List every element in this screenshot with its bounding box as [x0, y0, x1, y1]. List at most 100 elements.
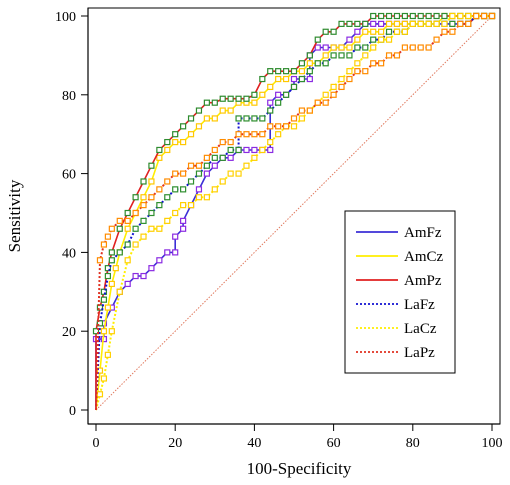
data-point — [282, 68, 290, 75]
data-point — [433, 36, 440, 43]
axis-ticks: 0 20 40 60 80 100 0 20 40 60 80 100 — [55, 10, 503, 451]
y-tick-label: 80 — [62, 89, 76, 104]
data-point — [378, 28, 385, 35]
data-point — [180, 138, 187, 146]
data-point — [96, 320, 104, 327]
y-tick-label: 40 — [62, 246, 76, 261]
data-point — [480, 12, 488, 20]
data-point — [203, 162, 210, 169]
data-point — [362, 68, 369, 75]
data-point — [362, 28, 369, 35]
data-point — [322, 28, 329, 35]
data-point — [124, 217, 131, 224]
data-point — [322, 99, 329, 106]
data-point — [235, 170, 242, 177]
data-point — [378, 12, 385, 20]
legend-label: AmCz — [404, 249, 444, 265]
data-point — [180, 123, 187, 130]
legend-label: LaCz — [404, 321, 437, 337]
data-point — [275, 131, 282, 138]
data-point — [267, 99, 274, 106]
data-point — [180, 225, 187, 232]
data-point — [243, 146, 250, 154]
series-LaCz — [95, 12, 496, 411]
data-point — [132, 225, 139, 232]
data-point — [393, 20, 401, 27]
data-point — [219, 138, 226, 146]
data-point — [267, 138, 274, 146]
data-point — [140, 233, 147, 240]
data-point — [164, 178, 171, 185]
data-point — [488, 12, 496, 20]
data-point — [275, 75, 282, 83]
data-point — [370, 12, 377, 20]
data-point — [275, 99, 282, 106]
legend-label: AmFz — [404, 225, 442, 241]
data-point — [187, 131, 195, 138]
data-point — [322, 91, 329, 98]
data-point — [306, 107, 313, 114]
data-point — [124, 209, 131, 217]
legend-box — [344, 210, 456, 374]
data-point — [378, 20, 385, 27]
data-point — [385, 20, 393, 27]
data-point — [330, 52, 337, 59]
data-point — [187, 202, 195, 209]
legend-label: LaFz — [404, 297, 435, 313]
data-point — [219, 154, 226, 161]
data-point — [104, 265, 111, 272]
data-point — [425, 44, 432, 51]
data-point — [211, 154, 218, 161]
data-point — [433, 20, 440, 27]
data-point — [259, 75, 266, 83]
data-point — [449, 28, 456, 35]
data-point — [330, 83, 337, 91]
data-point — [108, 249, 115, 256]
data-point — [346, 75, 353, 83]
data-point — [290, 75, 298, 83]
data-point — [172, 233, 179, 240]
data-point — [195, 194, 203, 201]
data-point — [275, 68, 282, 75]
x-tick-label: 20 — [168, 436, 182, 451]
data-point — [275, 91, 282, 98]
legend: AmFz AmCz AmPz LaFz LaCz LaPz — [344, 210, 456, 374]
data-point — [267, 68, 274, 75]
data-point — [116, 288, 123, 295]
data-point — [235, 131, 242, 138]
data-point — [346, 36, 353, 43]
data-point — [298, 68, 306, 75]
data-point — [100, 296, 108, 303]
data-point — [148, 194, 155, 201]
data-point — [425, 20, 432, 27]
data-point — [259, 131, 266, 138]
data-point — [393, 28, 401, 35]
data-point — [180, 217, 187, 224]
data-point — [346, 68, 353, 75]
data-point — [172, 186, 179, 193]
data-point — [259, 91, 266, 98]
data-point — [275, 123, 282, 130]
data-point — [385, 28, 393, 35]
data-point — [148, 225, 155, 232]
data-point — [243, 131, 250, 138]
data-point — [116, 225, 123, 232]
data-point — [172, 209, 179, 217]
data-point — [112, 265, 119, 272]
data-point — [108, 225, 115, 232]
data-point — [227, 170, 234, 177]
data-point — [243, 115, 250, 122]
data-point — [267, 107, 274, 114]
y-tick-label: 100 — [55, 10, 76, 25]
legend-label: AmPz — [404, 273, 442, 289]
data-point — [124, 257, 131, 264]
data-point — [314, 44, 321, 51]
data-point — [267, 123, 274, 130]
data-point — [465, 12, 472, 20]
data-point — [298, 115, 306, 122]
data-point — [156, 186, 163, 193]
data-point — [290, 83, 298, 91]
x-tick-label: 100 — [482, 436, 503, 451]
data-point — [156, 257, 163, 264]
data-point — [203, 194, 210, 201]
